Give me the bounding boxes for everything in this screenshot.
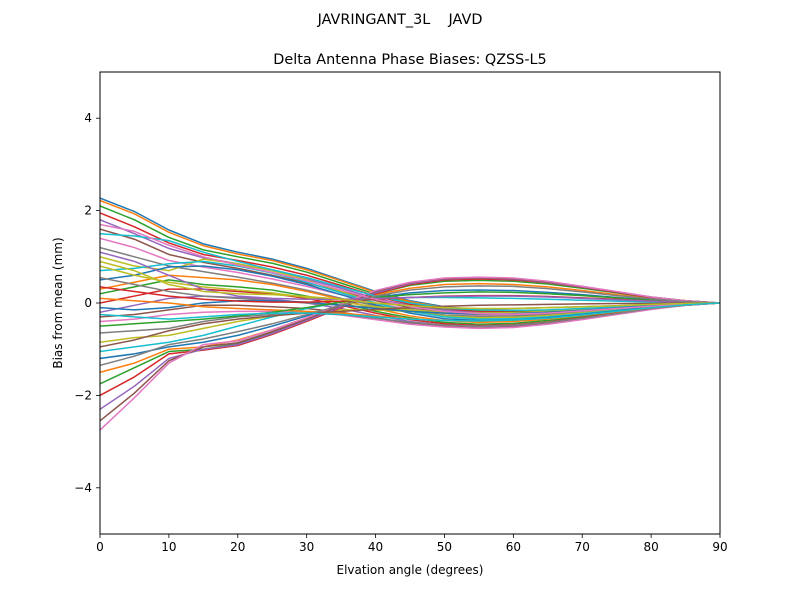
- series-line-37: [100, 223, 720, 315]
- x-tick-label: 70: [575, 540, 590, 554]
- x-axis-ticks: 0 10 20 30 40 50 60 70 80 90: [96, 534, 728, 554]
- x-tick-label: 80: [643, 540, 658, 554]
- x-tick-label: 0: [96, 540, 104, 554]
- figure-suptitle: JAVRINGANT_3L JAVD: [317, 12, 483, 28]
- y-tick-label: −4: [74, 481, 92, 495]
- x-tick-label: 50: [437, 540, 452, 554]
- series-lines: [100, 197, 720, 432]
- x-tick-label: 20: [230, 540, 245, 554]
- series-line-35: [100, 251, 720, 304]
- series-line-40: [100, 302, 720, 322]
- y-axis-ticks: −4 −2 0 2 4: [74, 111, 100, 495]
- x-axis-label: Elvation angle (degrees): [337, 563, 484, 577]
- series-line-27: [100, 276, 720, 432]
- x-tick-label: 90: [712, 540, 727, 554]
- x-tick-label: 30: [299, 540, 314, 554]
- y-tick-label: 2: [84, 204, 92, 218]
- y-tick-label: −2: [74, 388, 92, 402]
- series-line-36: [100, 302, 720, 348]
- x-tick-label: 60: [506, 540, 521, 554]
- series-line-30: [100, 232, 720, 312]
- chart-title: Delta Antenna Phase Biases: QZSS-L5: [273, 52, 546, 68]
- series-line-38: [100, 285, 720, 367]
- x-tick-label: 40: [368, 540, 383, 554]
- series-line-39: [100, 260, 720, 310]
- y-axis-label: Bias from mean (mm): [51, 237, 65, 368]
- series-line-33: [100, 291, 720, 327]
- y-tick-label: 0: [84, 296, 92, 310]
- x-tick-label: 10: [161, 540, 176, 554]
- series-line-17: [100, 302, 720, 330]
- series-line-18: [100, 302, 720, 334]
- y-tick-label: 4: [84, 111, 92, 125]
